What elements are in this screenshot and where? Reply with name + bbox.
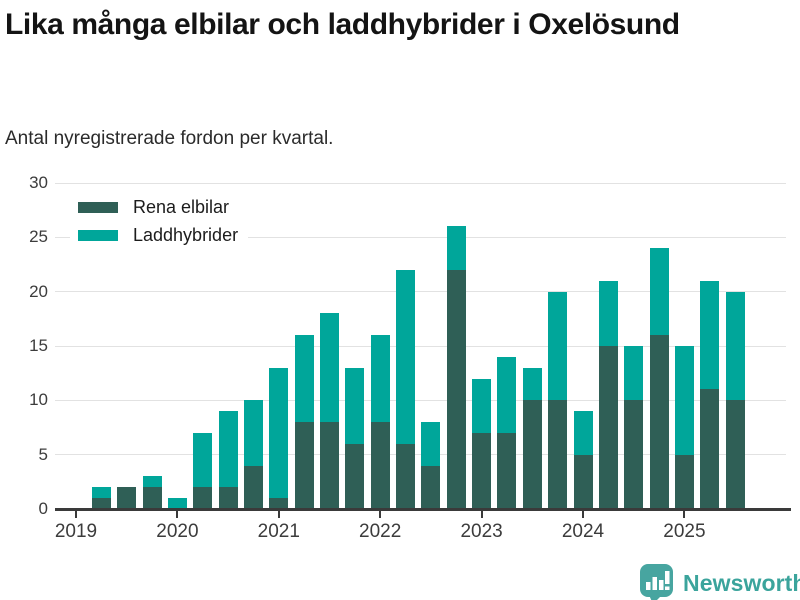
bar-segment-laddhybrider [320, 313, 339, 423]
brand-name: Newsworthy [683, 570, 800, 596]
bar-segment-laddhybrider [193, 432, 213, 488]
bar-segment-rena-elbilar [472, 432, 492, 509]
bar-segment-rena-elbilar [573, 454, 593, 509]
bar-segment-rena-elbilar [421, 465, 441, 509]
bar-segment-rena-elbilar [396, 443, 416, 509]
bar-segment-laddhybrider [624, 346, 644, 401]
bar-segment-rena-elbilar [700, 389, 720, 509]
x-axis-label-2021: 2021 [257, 521, 300, 542]
bar-segment-laddhybrider [345, 367, 365, 444]
bar-segment-rena-elbilar [142, 487, 162, 509]
bar-segment-laddhybrider [700, 280, 720, 390]
bar-segment-rena-elbilar [218, 487, 238, 509]
legend-item-laddhybrider: Laddhybrider [70, 224, 249, 246]
bar-segment-laddhybrider [649, 248, 669, 336]
bar-segment-rena-elbilar [522, 400, 542, 509]
chart-subtitle: Antal nyregistrerade fordon per kvartal. [5, 128, 334, 149]
x-axis-label-2024: 2024 [561, 521, 605, 542]
bar-segment-laddhybrider [598, 280, 618, 346]
x-axis-tick-2024 [582, 511, 584, 518]
bar-segment-laddhybrider [522, 367, 542, 401]
legend-swatch [78, 201, 118, 213]
bar-segment-rena-elbilar [117, 487, 137, 509]
legend-swatch [78, 229, 118, 241]
bar-segment-laddhybrider [446, 226, 466, 270]
x-axis-tick-2020 [176, 511, 179, 518]
legend-item-rena-elbilar: Rena elbilar [70, 196, 249, 218]
bar-segment-rena-elbilar [446, 269, 466, 509]
bar-segment-rena-elbilar [548, 400, 568, 509]
bar-segment-laddhybrider [674, 346, 694, 455]
x-axis-label-2019: 2019 [54, 521, 98, 542]
bar-segment-rena-elbilar [649, 335, 669, 509]
bar-segment-rena-elbilar [725, 400, 745, 509]
bar-segment-laddhybrider [472, 378, 492, 433]
gridline-y-5 [55, 454, 786, 456]
bar-segment-laddhybrider [573, 411, 593, 455]
bar-segment-rena-elbilar [598, 346, 618, 509]
bar-segment-rena-elbilar [243, 465, 263, 509]
brand-footer: Newsworthy [638, 562, 800, 600]
bar-segment-rena-elbilar [497, 432, 517, 509]
bar-segment-laddhybrider [497, 356, 517, 433]
bar-segment-rena-elbilar [624, 400, 644, 509]
bar-segment-rena-elbilar [320, 422, 339, 509]
y-axis-label-25: 25 [29, 227, 48, 247]
x-axis-label-2022: 2022 [359, 521, 402, 542]
bar-segment-laddhybrider [421, 422, 441, 466]
x-axis-label-2020: 2020 [156, 521, 199, 542]
bar-segment-rena-elbilar [370, 422, 390, 509]
bar-segment-laddhybrider [396, 269, 416, 444]
y-axis-label-10: 10 [29, 390, 48, 410]
bar-segment-rena-elbilar [193, 487, 213, 509]
bar-segment-laddhybrider [243, 400, 263, 466]
gridline-y-15 [55, 345, 786, 347]
chart-legend: Rena elbilar Laddhybrider [70, 196, 249, 246]
gridline-y-30 [55, 182, 786, 184]
bar-segment-laddhybrider [548, 291, 568, 401]
y-axis-label-30: 30 [29, 173, 48, 192]
y-axis-label-0: 0 [38, 499, 48, 518]
bar-segment-laddhybrider [725, 291, 745, 401]
legend-label: Laddhybrider [133, 224, 239, 245]
gridline-y-25 [55, 236, 786, 238]
bar-segment-rena-elbilar [674, 454, 694, 509]
x-axis-label-2023: 2023 [460, 521, 503, 542]
gridline-y-20 [55, 291, 786, 293]
x-axis-tick-2025 [683, 511, 686, 518]
gridline-y-10 [55, 399, 786, 401]
y-axis-label-5: 5 [38, 444, 48, 464]
x-axis-tick-2023 [480, 511, 483, 518]
bar-segment-laddhybrider [370, 335, 390, 423]
bar-segment-laddhybrider [167, 498, 187, 509]
y-axis-label-15: 15 [29, 336, 48, 355]
bar-segment-rena-elbilar [294, 422, 314, 509]
bar-segment-rena-elbilar [269, 498, 289, 509]
y-axis-label-20: 20 [29, 281, 48, 301]
bar-segment-rena-elbilar [345, 443, 365, 509]
x-axis-tick-2019 [75, 511, 77, 518]
legend-label: Rena elbilar [133, 196, 230, 217]
bar-segment-laddhybrider [142, 476, 162, 488]
chart-title: Lika många elbilar och laddhybrider i Ox… [5, 8, 680, 41]
x-axis-label-2025: 2025 [663, 521, 706, 542]
bar-segment-laddhybrider [91, 487, 111, 499]
x-axis-line [55, 508, 791, 511]
bar-segment-laddhybrider [269, 367, 289, 499]
bar-segment-rena-elbilar [91, 498, 111, 509]
newsworthy-logo-icon [640, 564, 673, 600]
bar-segment-laddhybrider [218, 411, 238, 488]
x-axis-tick-2021 [277, 511, 280, 518]
x-axis-tick-2022 [379, 511, 382, 518]
bar-segment-laddhybrider [294, 335, 314, 423]
